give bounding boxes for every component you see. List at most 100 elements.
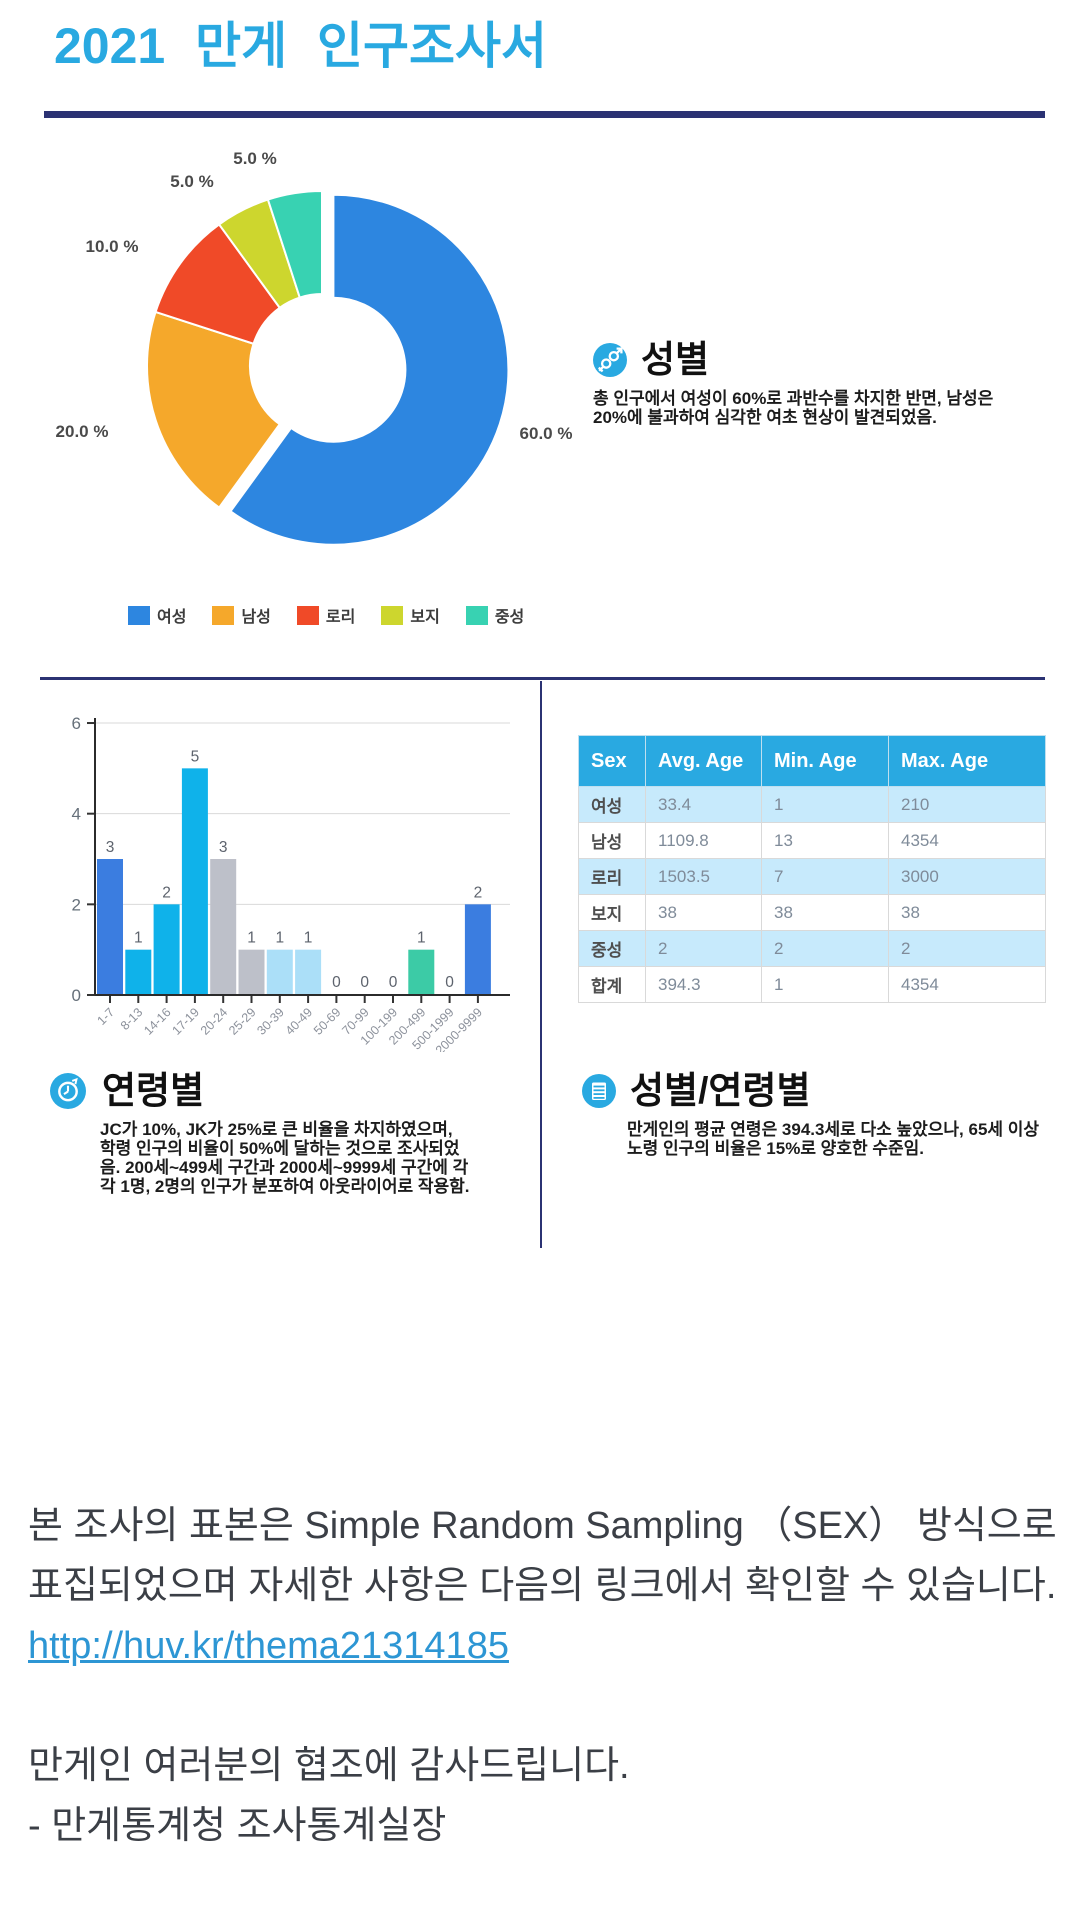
x-tick-label: 25-29	[226, 1005, 259, 1038]
table-row-label: 보지	[578, 894, 646, 931]
table-cell: 38	[888, 894, 1046, 931]
gender-age-section-title: 성별/연령별	[630, 1070, 811, 1111]
table-header-cell: Sex	[578, 735, 646, 787]
footer-text: 본 조사의 표본은 Simple Random Sampling （SEX） 방…	[28, 1496, 1060, 1856]
bar-value-label: 0	[389, 974, 398, 991]
bar-2000-9999	[464, 904, 491, 995]
title-divider	[44, 111, 1045, 118]
table-row-label: 여성	[578, 786, 646, 823]
table-cell: 2	[761, 930, 889, 967]
bar-30-39	[266, 949, 293, 995]
footer-spacer	[28, 1676, 1060, 1736]
y-tick-label: 4	[72, 805, 81, 824]
table-row-label: 남성	[578, 822, 646, 859]
legend-label: 중성	[494, 609, 525, 626]
footer-paragraph: 본 조사의 표본은 Simple Random Sampling （SEX） 방…	[28, 1505, 1057, 1607]
x-tick-label: 30-39	[254, 1005, 287, 1038]
table-cell: 3000	[888, 858, 1046, 895]
table-cell: 33.4	[645, 786, 762, 823]
table-row-중성: 중성 2 2 2	[578, 930, 1046, 967]
bar-14-16	[153, 904, 180, 995]
donut-percent-label: 20.0 %	[56, 422, 109, 441]
table-cell: 394.3	[645, 966, 762, 1003]
donut-percent-label: 5.0 %	[170, 172, 213, 191]
table-cell: 4354	[888, 822, 1046, 859]
y-tick-label: 2	[72, 895, 81, 914]
donut-percent-label: 60.0 %	[520, 424, 573, 443]
y-tick-label: 6	[72, 714, 81, 733]
legend-label: 남성	[241, 609, 271, 626]
table-cell: 1109.8	[645, 822, 762, 859]
donut-slice-남성	[146, 310, 282, 509]
table-cell: 4354	[888, 966, 1046, 1003]
clock-icon	[50, 1072, 86, 1109]
table-row-label: 합계	[578, 966, 646, 1003]
bar-value-label: 0	[445, 974, 454, 991]
gender-section-title: 성별	[641, 339, 710, 380]
legend-item-로리: 로리	[296, 603, 355, 627]
donut-percent-label: 5.0 %	[233, 149, 276, 168]
legend-item-여성: 여성	[128, 603, 186, 627]
x-tick-label: 20-24	[198, 1005, 231, 1038]
table-header-cell: Min. Age	[761, 735, 889, 787]
donut-legend: 여성 남성 로리 보지 중성	[128, 603, 524, 627]
x-tick-label: 40-49	[283, 1005, 316, 1038]
bar-200-499	[408, 949, 435, 995]
table-cell: 38	[645, 894, 762, 931]
table-header-cell: Avg. Age	[645, 735, 762, 787]
footer-link[interactable]: http://huv.kr/thema21314185	[28, 1625, 509, 1667]
table-header-row: Sex Avg. Age Min. Age Max. Age	[578, 735, 1046, 787]
bar-value-label: 1	[134, 930, 143, 947]
bar-value-label: 1	[304, 930, 313, 947]
bar-20-24	[210, 859, 237, 995]
age-bar-chart: 024631-718-13214-16517-19320-24125-29130…	[72, 714, 510, 1052]
bar-17-19	[181, 768, 208, 995]
gender-symbols-icon	[593, 342, 627, 377]
legend-swatch	[381, 605, 404, 625]
footer-signature: - 만게통계청 조사통계실장	[28, 1805, 447, 1847]
x-tick-label: 50-69	[311, 1005, 344, 1038]
bar-value-label: 2	[474, 884, 483, 901]
section-gender: 성별 총 인구에서 여성이 60%로 과반수를 차지한 반면, 남성은 20%에…	[593, 341, 1048, 427]
bar-value-label: 3	[106, 839, 115, 856]
table-cell: 1	[761, 786, 889, 823]
x-tick-label: 1-7	[94, 1005, 117, 1028]
table-cell: 2	[888, 930, 1046, 967]
legend-swatch	[296, 605, 319, 625]
table-header-cell: Max. Age	[888, 735, 1046, 787]
bar-value-label: 1	[247, 930, 256, 947]
table-cell: 7	[761, 858, 889, 895]
gender-donut-chart: 60.0 % 20.0 % 10.0 % 5.0 % 5.0 %	[56, 149, 573, 546]
legend-swatch	[465, 605, 488, 625]
table-row-보지: 보지 38 38 38	[578, 894, 1046, 931]
table-cell: 38	[761, 894, 889, 931]
bar-1-7	[97, 859, 123, 995]
bar-value-label: 1	[275, 930, 284, 947]
bar-value-label: 1	[417, 930, 426, 947]
gender-section-text: 총 인구에서 여성이 60%로 과반수를 차지한 반면, 남성은 20%에 불과…	[593, 389, 994, 427]
bar-value-label: 3	[219, 839, 228, 856]
bar-value-label: 0	[360, 974, 369, 991]
donut-slice-중성	[266, 189, 323, 299]
table-row-합계: 합계 394.3 1 4354	[578, 966, 1046, 1003]
table-cell: 2	[645, 930, 762, 967]
age-section-title: 연령별	[102, 1070, 205, 1111]
y-tick-label: 0	[72, 986, 81, 1005]
section-gender-age: 성별/연령별 만게인의 평균 연령은 394.3세로 다소 높았으나, 65세 …	[582, 1072, 1048, 1158]
table-row-여성: 여성 33.4 1 210	[578, 786, 1046, 823]
legend-swatch	[128, 605, 150, 625]
x-tick-label: 14-16	[141, 1005, 174, 1038]
legend-label: 여성	[157, 609, 187, 626]
bar-25-29	[238, 949, 265, 995]
legend-swatch	[212, 605, 235, 625]
bar-40-49	[295, 949, 322, 995]
column-divider	[540, 681, 542, 1248]
bar-8-13	[125, 949, 152, 995]
donut-percent-label: 10.0 %	[86, 237, 139, 256]
table-row-남성: 남성 1109.8 13 4354	[578, 822, 1046, 859]
table-cell: 13	[761, 822, 889, 859]
gender-age-section-text: 만게인의 평균 연령은 394.3세로 다소 높았으나, 65세 이상 노령 인…	[627, 1120, 1040, 1158]
age-section-text: JC가 10%, JK가 25%로 큰 비율을 차지하였으며, 학령 인구의 비…	[100, 1120, 470, 1196]
middle-divider	[40, 677, 1045, 680]
legend-label: 보지	[410, 609, 440, 626]
